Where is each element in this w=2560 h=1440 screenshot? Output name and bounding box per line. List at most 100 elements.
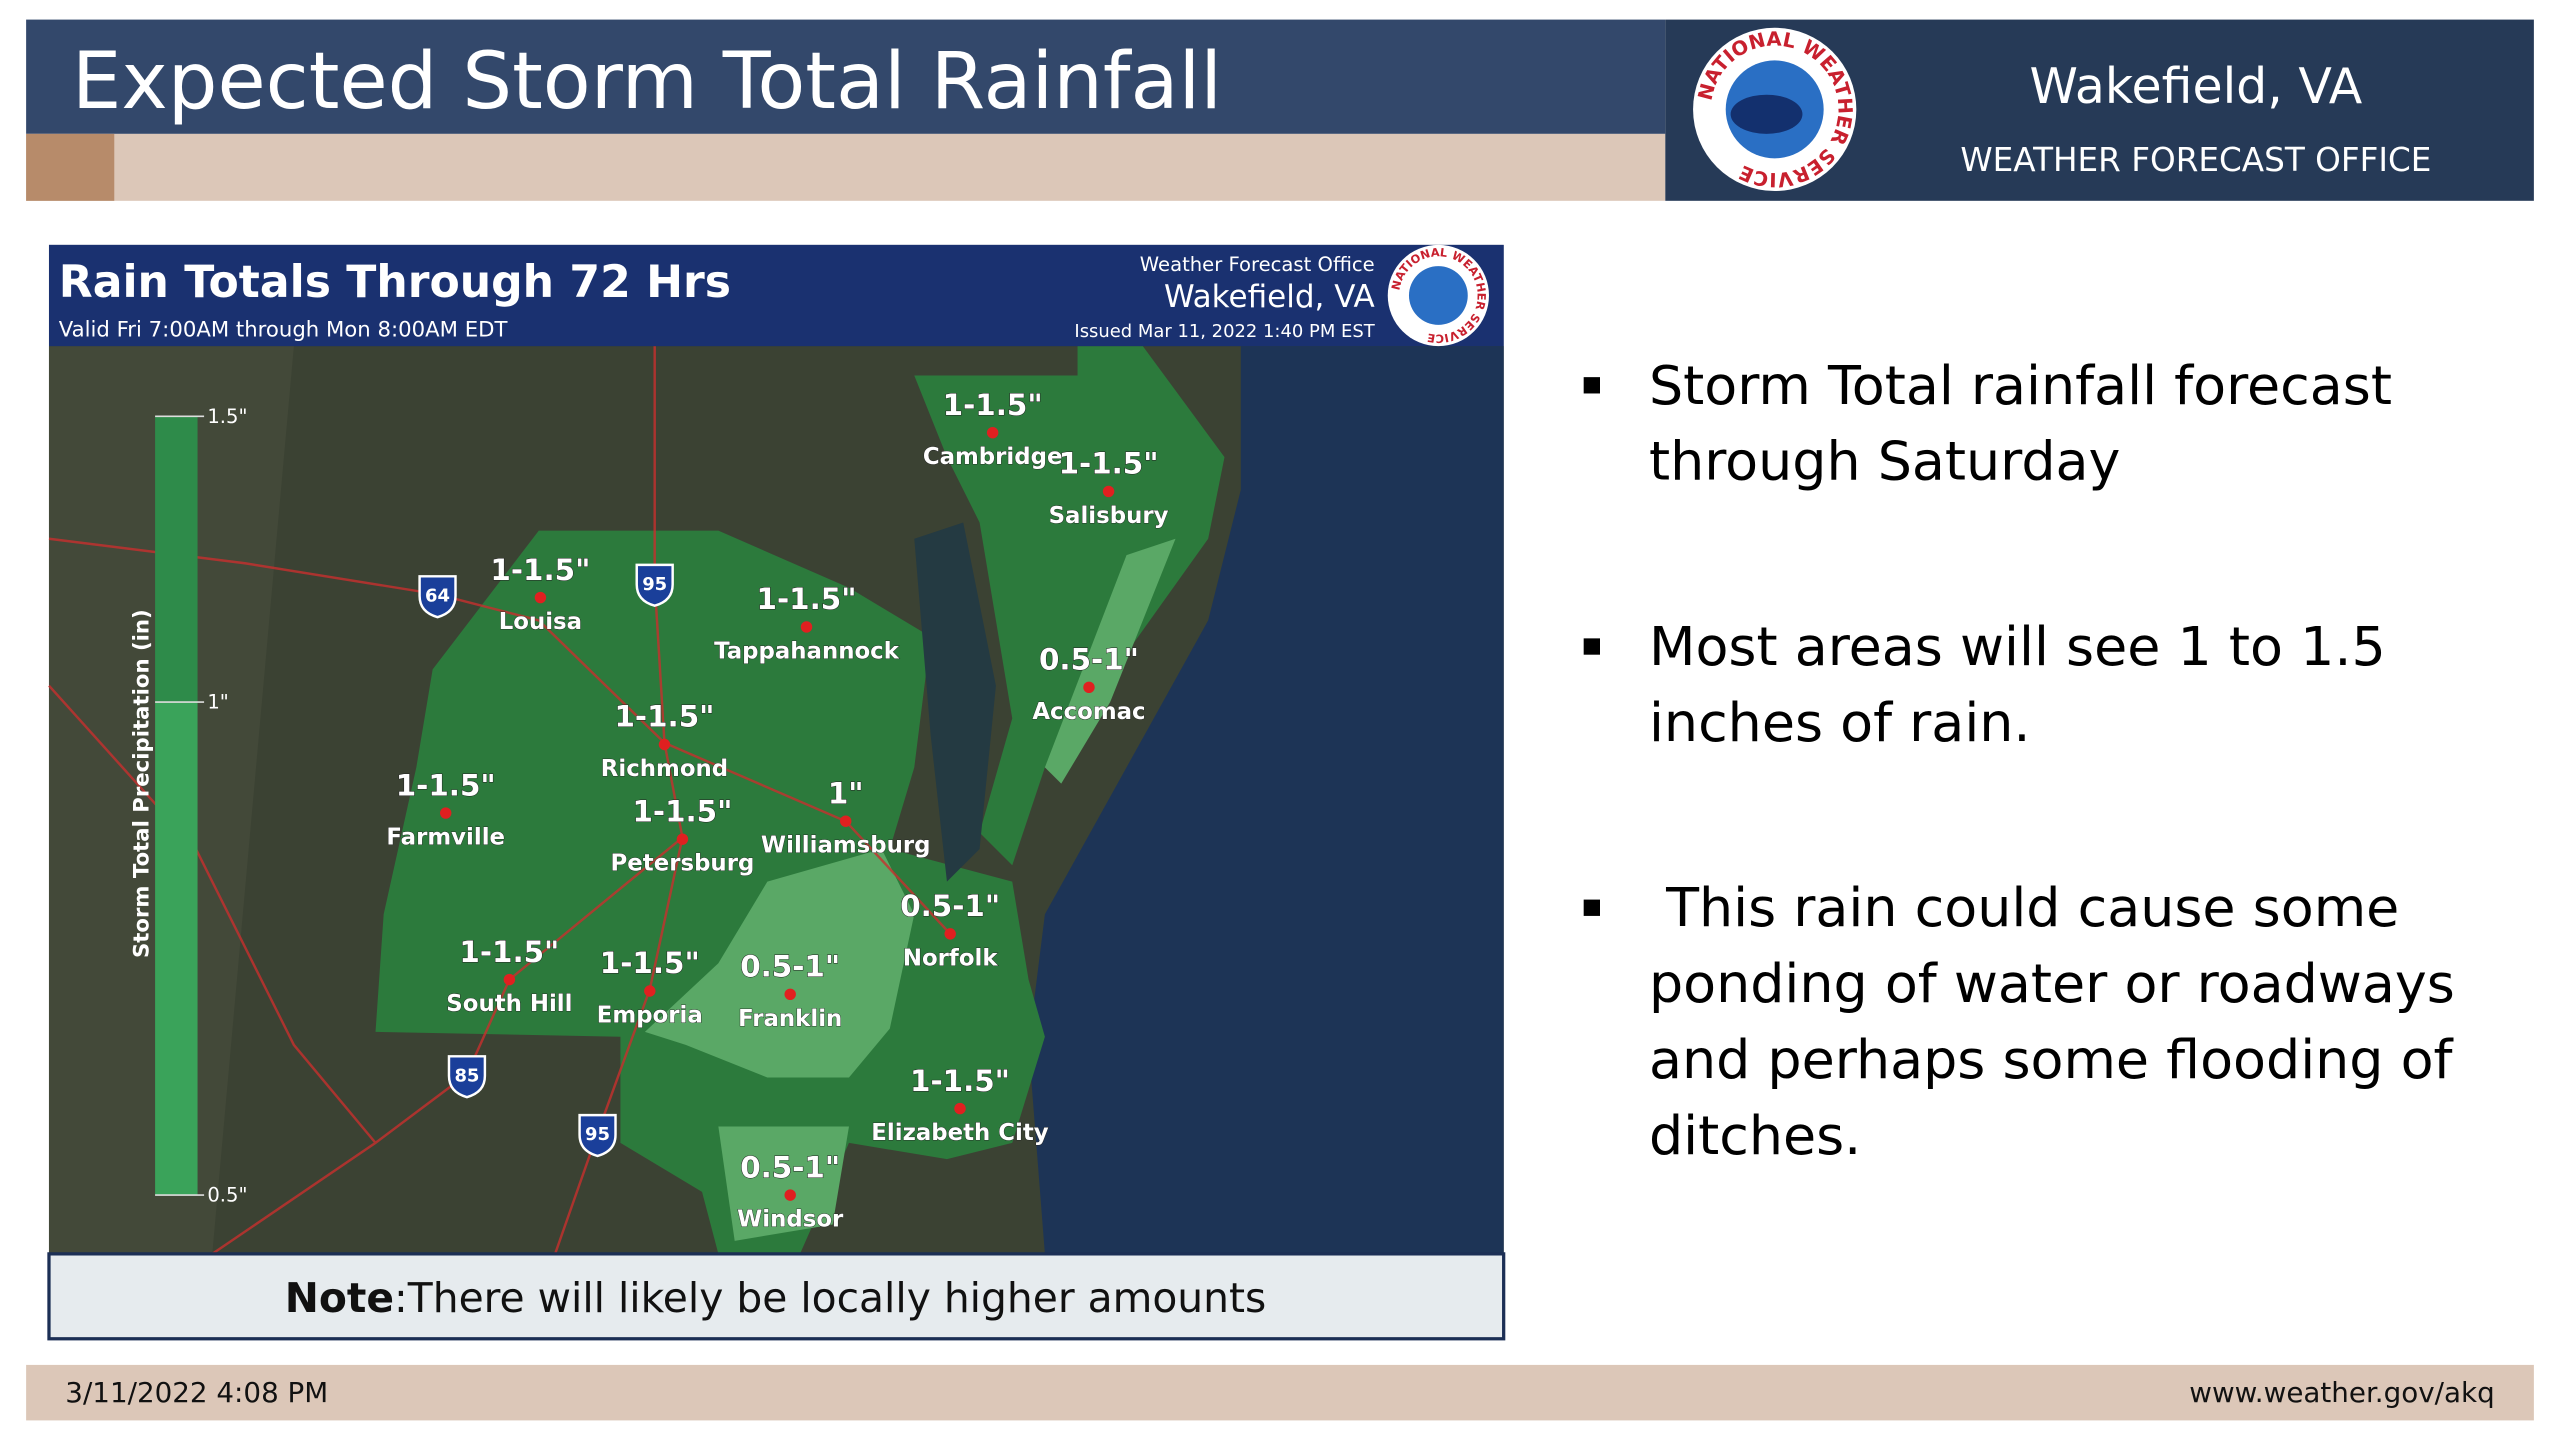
legend-tick-label: 0.5" — [207, 1184, 247, 1207]
location: 1" Williamsburg — [761, 776, 931, 859]
legend-bar-high — [155, 416, 198, 703]
legend-tick-label: 1" — [207, 691, 228, 714]
rain-amount: 1-1.5" — [600, 946, 700, 980]
highway-number: 85 — [454, 1065, 479, 1086]
rain-zone-light — [644, 848, 915, 1078]
map-title: Rain Totals Through 72 Hrs — [59, 257, 731, 308]
city-name: Tappahannock — [714, 638, 900, 664]
rain-amount: 1-1.5" — [459, 935, 559, 969]
city-name: Windsor — [737, 1207, 844, 1233]
bullet-text: This rain could cause some — [1649, 876, 2399, 939]
legend-bar-low — [155, 702, 198, 1196]
highway-number: 64 — [425, 585, 450, 606]
city-dot — [800, 621, 813, 633]
city-dot — [986, 426, 999, 439]
footer-url: www.weather.gov/akq — [2189, 1376, 2494, 1409]
rain-amount: 1-1.5" — [910, 1064, 1010, 1098]
location: 1-1.5" Tappahannock — [714, 582, 900, 665]
note: Note:There will likely be locally higher… — [285, 1274, 1267, 1322]
location: 1-1.5" Cambridge — [922, 387, 1062, 470]
highway-number: 95 — [642, 574, 667, 595]
rain-amount: 1" — [828, 776, 864, 810]
legend-title: Storm Total Precipitation (in) — [130, 609, 155, 958]
highway-shield: 64 — [418, 575, 457, 619]
city-dot — [840, 815, 852, 827]
bay — [914, 522, 996, 882]
location: 0.5-1" Norfolk — [900, 889, 1001, 972]
map-valid: Valid Fri 7:00AM through Mon 8:00AM EDT — [59, 317, 509, 342]
header-accent — [26, 133, 115, 201]
location: 1-1.5" Salisbury — [1048, 446, 1169, 529]
road — [48, 684, 377, 1144]
note-text: :There will likely be locally higher amo… — [394, 1274, 1266, 1322]
rain-amount: 1-1.5" — [614, 700, 714, 734]
highway-shield: 85 — [447, 1055, 487, 1099]
city-name: Williamsburg — [761, 833, 931, 859]
city-dot — [954, 1102, 966, 1115]
map-panel: Storm Total Precipitation (in) Rain Tota… — [47, 244, 1506, 1341]
shield — [447, 1055, 487, 1099]
bullet-text: Storm Total rainfall forecast — [1649, 354, 2392, 417]
rain-amount: 1-1.5" — [943, 388, 1043, 422]
location: 1-1.5" Emporia — [596, 946, 703, 1029]
note-box — [47, 1252, 1506, 1341]
city-name: South Hill — [446, 991, 572, 1017]
bullet-text: inches of rain. — [1649, 691, 2031, 754]
bullet-text: ponding of water or roadways — [1649, 952, 2455, 1015]
city-dot — [676, 833, 689, 845]
bullet-text: Most areas will see 1 to 1.5 — [1649, 615, 2386, 678]
location: 1-1.5" Richmond — [600, 699, 728, 782]
city-dot — [1083, 681, 1095, 694]
rain-zone — [375, 530, 1045, 1254]
city-name: Franklin — [738, 1006, 842, 1032]
city-dot — [1102, 485, 1115, 498]
city-name: Accomac — [1032, 699, 1145, 725]
city-dot — [658, 738, 671, 751]
ocean — [1028, 346, 1504, 1254]
city-name: Emporia — [597, 1003, 703, 1029]
rain-amount: 0.5-1" — [1039, 643, 1139, 677]
bullet-text: and perhaps some flooding of — [1649, 1028, 2454, 1091]
location: 0.5-1" Franklin — [738, 949, 843, 1032]
rain-amount: 1-1.5" — [757, 582, 857, 616]
rain-zone-light — [718, 1126, 849, 1241]
note-bold: Note — [285, 1274, 394, 1322]
highway-shield: 95 — [635, 563, 674, 607]
city-name: Farmville — [386, 825, 505, 851]
rain-amount: 0.5-1" — [740, 1150, 840, 1184]
bullet-text: ditches. — [1649, 1104, 1861, 1167]
rain-amount: 0.5-1" — [900, 889, 1000, 923]
bullets: Storm Total rainfall forecast through Sat… — [1583, 354, 2455, 1167]
highway-number: 95 — [585, 1124, 610, 1145]
wfo-name: Wakefield, VA — [1164, 279, 1375, 315]
city-name: Elizabeth City — [871, 1120, 1048, 1146]
footer-date: 3/11/2022 4:08 PM — [65, 1376, 328, 1409]
bullet-text: through Saturday — [1649, 430, 2120, 493]
legend-tick-label: 1.5" — [207, 405, 247, 428]
location: 1-1.5" Petersburg — [610, 794, 755, 877]
city-dot — [503, 973, 516, 986]
location: 1-1.5" Farmville — [386, 768, 505, 851]
office-subtitle: WEATHER FORECAST OFFICE — [1960, 141, 2431, 179]
bullet-marker — [1583, 377, 1600, 394]
rain-zone — [914, 346, 1225, 866]
bullet-marker — [1583, 638, 1600, 655]
shield — [635, 563, 674, 607]
issued: Issued Mar 11, 2022 1:40 PM EST — [1074, 321, 1375, 342]
rain-amount: 1-1.5" — [490, 553, 590, 587]
shield — [418, 575, 457, 619]
location: 1-1.5" South Hill — [446, 934, 573, 1017]
map-logo: NATIONAL WEATHER SERVICE — [1387, 244, 1489, 347]
slide-title: Expected Storm Total Rainfall — [72, 36, 1222, 127]
city-name: Petersburg — [611, 851, 755, 877]
location: 1-1.5" Elizabeth City — [871, 1063, 1049, 1146]
footer-bar — [26, 1364, 2534, 1421]
rain-amount: 1-1.5" — [396, 768, 496, 802]
header-bar — [26, 19, 1666, 134]
shield — [578, 1113, 617, 1158]
office-name: Wakefield, VA — [2030, 58, 2363, 115]
location: 0.5-1" Windsor — [737, 1150, 845, 1233]
city-dot — [784, 1189, 796, 1201]
city-name: Richmond — [601, 756, 728, 782]
